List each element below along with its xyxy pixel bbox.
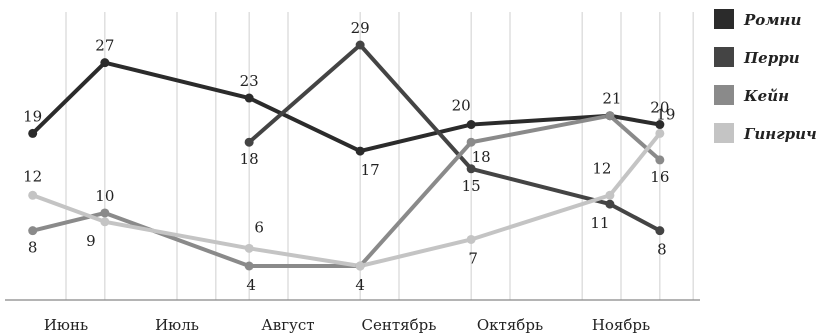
x-tick-label: Июнь (44, 316, 88, 334)
data-point (466, 137, 476, 147)
data-label: 18 (472, 148, 491, 166)
data-label: 8 (657, 241, 667, 259)
data-label: 21 (602, 90, 621, 108)
data-label: 7 (468, 249, 478, 267)
data-point (655, 226, 665, 236)
data-point (244, 261, 254, 271)
data-point (28, 128, 38, 138)
data-label: 19 (23, 107, 42, 125)
data-label: 27 (95, 37, 114, 55)
data-label: 16 (650, 168, 669, 186)
data-point (355, 40, 365, 50)
x-tick-labels: Июнь Июль Август Сентябрь Октябрь Ноябрь (44, 316, 650, 334)
data-points (28, 40, 665, 271)
data-point (466, 234, 476, 244)
data-label: 18 (240, 150, 259, 168)
data-label: 4 (355, 276, 365, 294)
data-point (244, 137, 254, 147)
data-point (605, 190, 615, 200)
data-point (466, 120, 476, 130)
data-point (655, 128, 665, 138)
series-line-3 (32, 132, 662, 268)
data-label: 9 (86, 232, 96, 250)
data-point (355, 146, 365, 156)
grid-lines (65, 12, 694, 300)
data-label: 12 (592, 159, 611, 177)
data-label: 11 (590, 214, 609, 232)
legend-label: Гингрич (743, 125, 817, 143)
data-point (655, 120, 665, 130)
data-point (605, 111, 615, 121)
x-tick-label: Сентябрь (362, 316, 437, 334)
data-label: 17 (361, 161, 380, 179)
data-point (100, 208, 110, 218)
data-label: 20 (650, 99, 669, 117)
x-tick-label: Октябрь (477, 316, 543, 334)
data-point (244, 243, 254, 253)
legend-swatch (714, 85, 734, 105)
data-point (100, 217, 110, 227)
legend-swatch (714, 123, 734, 143)
data-point (605, 199, 615, 209)
data-label: 29 (351, 19, 370, 37)
data-point (100, 58, 110, 68)
data-label: 12 (23, 167, 42, 185)
data-label: 4 (246, 276, 256, 294)
legend-swatch (714, 47, 734, 67)
legend-label: Перри (743, 49, 800, 67)
data-label: 6 (254, 218, 264, 236)
series-lines (31, 43, 662, 268)
data-label: 10 (95, 187, 114, 205)
x-tick-label: Июль (155, 316, 199, 334)
data-label: 20 (452, 97, 471, 115)
x-tick-label: Август (261, 316, 314, 334)
data-label: 8 (28, 239, 38, 257)
legend: Ромни Перри Кейн Гингрич (714, 9, 817, 143)
data-label: 15 (462, 177, 481, 195)
data-point (28, 190, 38, 200)
data-labels: 19 27 23 17 20 21 20 18 29 15 11 8 8 10 4 4 18 16 12 9 6 7 12 1… (23, 19, 675, 294)
legend-label: Кейн (743, 87, 789, 105)
data-point (355, 261, 365, 271)
data-label: 23 (240, 72, 259, 90)
series-line-0 (31, 60, 661, 154)
data-label: 19 (656, 105, 675, 123)
series-line-1 (247, 43, 661, 233)
data-point (466, 164, 476, 174)
x-tick-label: Ноябрь (592, 316, 650, 334)
legend-label: Ромни (743, 11, 801, 29)
legend-swatch (714, 9, 734, 29)
data-point (28, 226, 38, 236)
data-point (655, 155, 665, 165)
data-point (244, 93, 254, 103)
